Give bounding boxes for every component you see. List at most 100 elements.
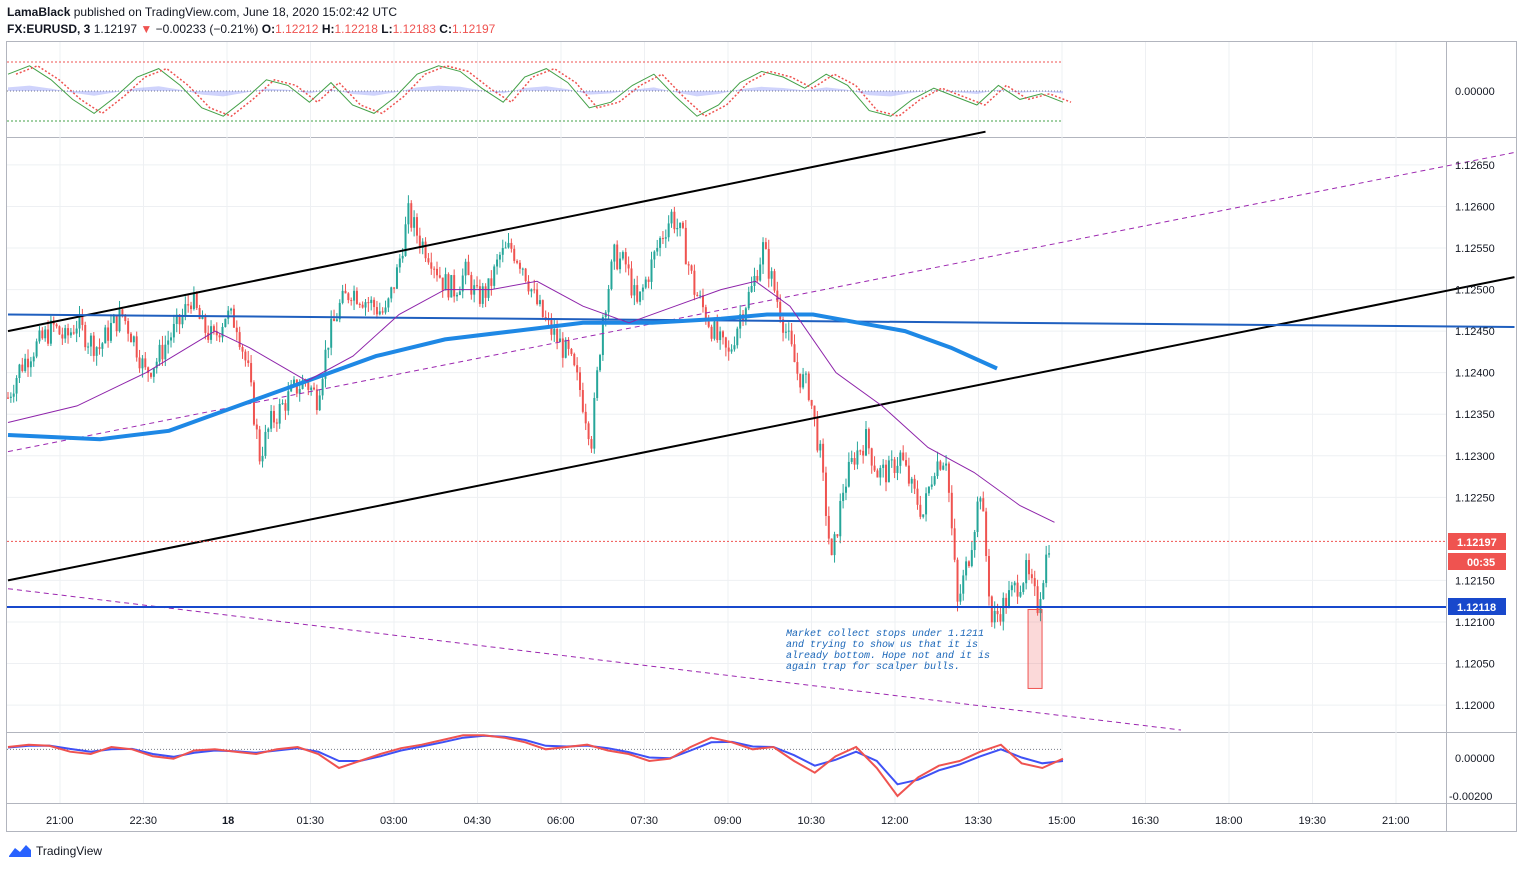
candle-body	[867, 429, 870, 449]
candle-body	[430, 262, 433, 269]
candle-body	[47, 329, 50, 344]
candle-body	[121, 309, 124, 315]
candle-body	[579, 372, 581, 391]
chart-canvas[interactable]: 1.12650 1.12600 1.12550 1.12500 1.12450 1.124…	[0, 0, 1520, 840]
candle-body	[261, 455, 264, 462]
candle-body	[681, 222, 684, 228]
candle-body	[862, 450, 865, 456]
candle-body	[410, 203, 413, 228]
candle-body	[813, 405, 816, 418]
candle-body	[899, 452, 902, 466]
candle-body	[670, 211, 673, 224]
candle-body	[653, 251, 656, 260]
candle-body	[350, 300, 353, 302]
candle-body	[353, 290, 356, 301]
candle-body	[384, 307, 387, 313]
candle-body	[247, 360, 250, 364]
author-name[interactable]: LamaBlack	[7, 5, 71, 19]
candle-body	[175, 314, 178, 324]
candle-body	[112, 315, 115, 323]
candle-body	[953, 528, 956, 560]
tradingview-logo[interactable]: TradingView	[8, 844, 102, 858]
candle-body	[232, 308, 235, 328]
candle-body	[762, 242, 765, 265]
price-axis[interactable]: 1.12650 1.12600 1.12550 1.12500 1.12450 1.124…	[1455, 160, 1495, 712]
candle-body	[358, 303, 361, 305]
candle-body	[699, 295, 702, 297]
candle-body	[58, 326, 61, 335]
candle-body	[313, 387, 316, 390]
candle-body	[965, 561, 968, 576]
candle-body	[178, 314, 181, 325]
candle-body	[138, 357, 141, 369]
tradingview-logo-text: TradingView	[36, 844, 103, 858]
candle-body	[318, 395, 321, 411]
candle-body	[89, 335, 92, 347]
candle-body	[393, 287, 396, 289]
candle-body	[421, 241, 424, 248]
candle-body	[438, 275, 441, 278]
candle-body	[942, 465, 945, 470]
candle-body	[636, 285, 639, 302]
candle-body	[679, 222, 682, 229]
candle-body	[945, 463, 948, 466]
annotation-note[interactable]: Market collect stops under 1.1211 and tr…	[786, 628, 990, 673]
dashed-trendline-upper	[7, 152, 1515, 453]
time-tick-label: 15:00	[1048, 815, 1076, 827]
chart-frame	[6, 41, 1517, 832]
candle-body	[204, 315, 207, 333]
candle-body	[69, 332, 72, 336]
candle-body	[224, 318, 227, 327]
top-oscillator-pane[interactable]	[7, 61, 1072, 122]
candle-body	[787, 330, 790, 332]
candle-body	[533, 289, 536, 291]
candle-body	[687, 264, 690, 266]
time-tick-label: 10:30	[798, 815, 826, 827]
candle-body	[596, 370, 599, 398]
candle-body	[115, 315, 118, 332]
candle-body	[619, 258, 622, 270]
time-tick-label: 07:30	[631, 815, 659, 827]
candle-body	[722, 331, 724, 338]
main-price-pane[interactable]	[7, 130, 1515, 731]
candle-body	[647, 279, 650, 282]
low-label: L:	[381, 22, 393, 36]
candle-body	[38, 330, 41, 342]
bottom-oscillator-pane[interactable]	[7, 734, 1064, 798]
candle-body	[441, 277, 444, 291]
candle-body	[985, 511, 988, 557]
candle-body	[919, 504, 922, 517]
candle-body	[315, 389, 318, 411]
candle-body	[736, 328, 739, 346]
candle-body	[922, 514, 925, 517]
candle-body	[324, 349, 327, 379]
candle-body	[510, 242, 513, 249]
candle-body	[767, 248, 770, 279]
candle-body	[212, 326, 215, 332]
candle-body	[853, 458, 856, 465]
candle-body	[201, 315, 204, 320]
candle-body	[118, 309, 121, 332]
time-axis[interactable]: 21:00 22:30 18 01:30 03:00 04:30 06:00 07:30 09:…	[46, 815, 1410, 827]
candle-body	[147, 367, 150, 374]
candle-body	[132, 336, 135, 343]
candle-body	[661, 238, 664, 240]
candle-body	[570, 348, 573, 354]
candle-body	[24, 358, 27, 371]
candle-body	[967, 561, 970, 567]
candle-body	[624, 252, 627, 265]
candle-body	[696, 294, 699, 297]
candle-body	[21, 364, 24, 371]
price-tick-label: 1.12300	[1455, 451, 1495, 463]
candle-body	[1036, 586, 1039, 614]
candle-body	[484, 286, 487, 298]
candle-body	[1019, 591, 1022, 597]
bottom-osc-fast-line	[7, 734, 1064, 798]
candle-body	[779, 301, 782, 320]
publish-info: published on TradingView.com, June 18, 2…	[73, 5, 398, 19]
candle-body	[258, 429, 261, 462]
candle-body	[676, 228, 679, 230]
candle-body	[7, 397, 9, 399]
candle-body	[990, 596, 993, 623]
candle-body	[244, 351, 247, 361]
